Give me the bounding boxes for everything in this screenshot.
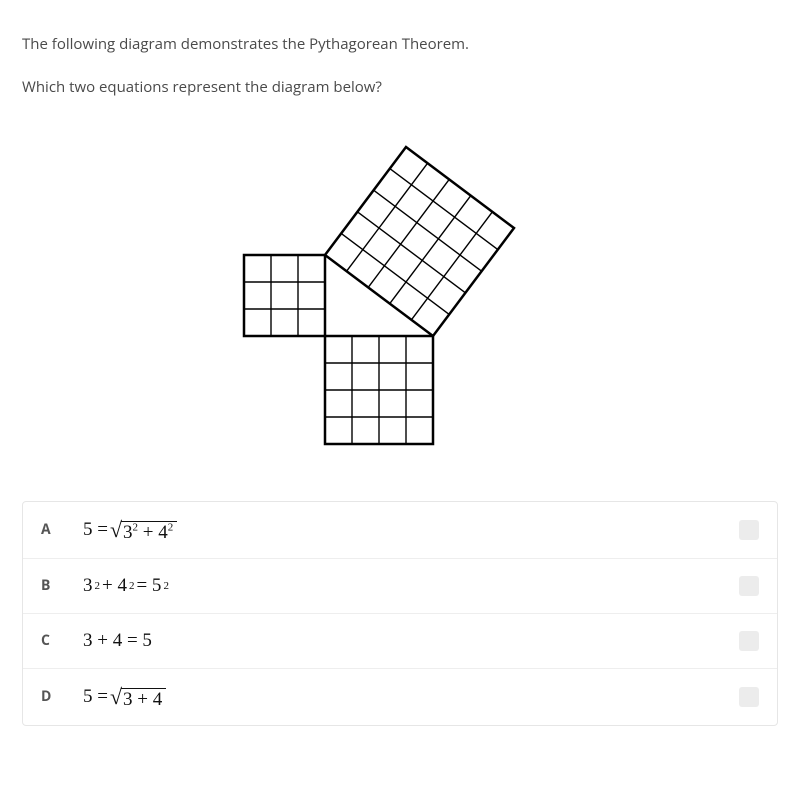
option-letter: A bbox=[41, 520, 83, 539]
option-equation: 32 + 42 = 52 bbox=[83, 575, 739, 597]
checkbox-icon[interactable] bbox=[739, 520, 759, 540]
option-equation: 3 + 4 = 5 bbox=[83, 630, 739, 652]
question-text: Which two equations represent the diagra… bbox=[22, 76, 778, 99]
option-c[interactable]: C 3 + 4 = 5 bbox=[23, 614, 777, 669]
option-d[interactable]: D 5 = √3 + 4 bbox=[23, 669, 777, 725]
option-letter: C bbox=[41, 631, 83, 650]
checkbox-icon[interactable] bbox=[739, 687, 759, 707]
options-list: A 5 = √32 + 42 B 32 + 42 = 52 C 3 + 4 = … bbox=[22, 501, 778, 726]
pythagorean-diagram bbox=[190, 116, 610, 466]
option-b[interactable]: B 32 + 42 = 52 bbox=[23, 559, 777, 614]
option-letter: D bbox=[41, 687, 83, 706]
intro-text: The following diagram demonstrates the P… bbox=[22, 33, 778, 56]
option-equation: 5 = √32 + 42 bbox=[83, 518, 739, 542]
diagram-container bbox=[22, 116, 778, 471]
option-equation: 5 = √3 + 4 bbox=[83, 685, 739, 709]
checkbox-icon[interactable] bbox=[739, 631, 759, 651]
option-a[interactable]: A 5 = √32 + 42 bbox=[23, 502, 777, 559]
option-letter: B bbox=[41, 576, 83, 595]
checkbox-icon[interactable] bbox=[739, 576, 759, 596]
